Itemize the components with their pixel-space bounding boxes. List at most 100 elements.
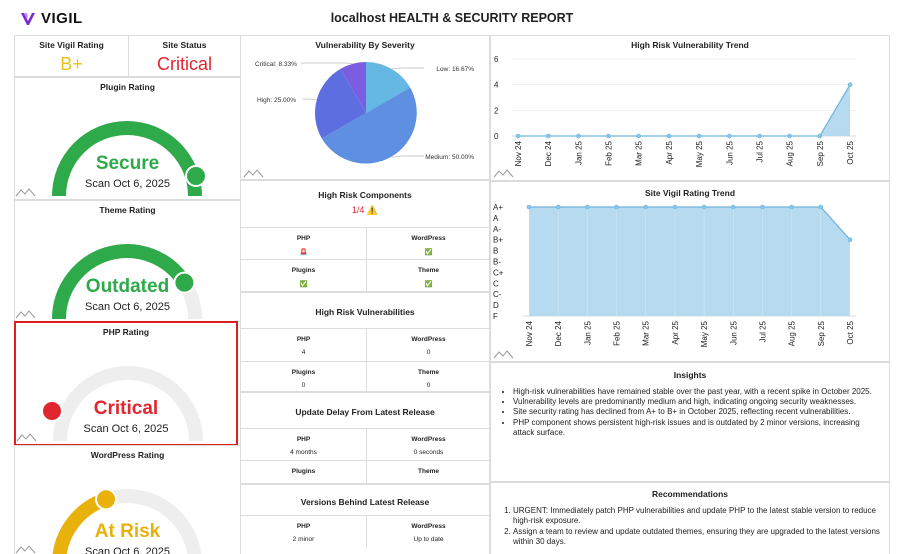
- gauge-fill: [52, 121, 202, 197]
- php-rating-panel: PHP Rating Critical Scan Oct 6, 2025: [14, 321, 238, 446]
- gauge-track: [53, 366, 203, 442]
- plugin-rating-title: Plugin Rating: [100, 82, 155, 92]
- trend-point: [731, 204, 736, 210]
- trend-point: [696, 133, 702, 139]
- kv-cell: WordPress 0 seconds: [366, 436, 489, 456]
- versions-behind-title: Versions Behind Latest Release: [300, 497, 430, 507]
- pie-slice-high: [315, 68, 366, 139]
- x-tick-label: Mar 25: [642, 320, 651, 345]
- y-tick-label: F: [493, 312, 498, 321]
- pie-label-high: High: 25.00%: [257, 97, 296, 104]
- gauge-knob: [95, 488, 117, 511]
- wordpress-rating-title: WordPress Rating: [90, 450, 165, 460]
- trend-point: [636, 133, 641, 139]
- kv-label: PHP: [296, 336, 311, 343]
- y-tick-label: B+: [493, 236, 503, 245]
- trend-point: [789, 204, 794, 210]
- site-rating-label: Site Vigil Rating: [39, 40, 104, 50]
- x-tick-label: Aug 25: [786, 140, 795, 166]
- pie-slice-medium: [321, 87, 417, 164]
- php-gauge: [41, 366, 203, 442]
- theme-rating-word: Outdated: [85, 276, 170, 297]
- trend-point: [847, 237, 853, 243]
- kv-cell: PHP 2 minor: [241, 523, 366, 543]
- trend-line: [518, 84, 851, 137]
- severity-panel: Vulnerability By Severity Critical: 8.33…: [240, 35, 490, 180]
- trend-point: [757, 133, 762, 139]
- kv-value: 0: [426, 349, 431, 356]
- php-scan-date: Scan Oct 6, 2025: [83, 423, 169, 435]
- high-risk-components-value: 1/4 ⚠️: [351, 205, 379, 215]
- plugin-scan-date: Scan Oct 6, 2025: [85, 178, 170, 190]
- severity-title: Vulnerability By Severity: [315, 40, 415, 50]
- kv-label: WordPress: [411, 523, 446, 530]
- kv-cell: WordPress 0: [366, 336, 489, 356]
- gauge-knob: [185, 165, 207, 187]
- insight-item: High-risk vulnerabilities have remained …: [513, 387, 881, 397]
- wordpress-gauge: [52, 488, 202, 554]
- kv-cell: Plugins 0: [241, 369, 366, 389]
- kv-value: Up to date: [413, 536, 444, 543]
- rating-trend-title: Site Vigil Rating Trend: [644, 188, 736, 198]
- kv-cell: Plugins ✅: [241, 267, 366, 288]
- pie-label-medium: Medium: 50.00%: [425, 154, 474, 161]
- kv-label: Plugins: [291, 468, 316, 475]
- trend-point: [817, 133, 823, 139]
- x-tick-label: Jul 25: [759, 320, 768, 342]
- trend-line: [529, 206, 851, 241]
- vigil-logo: VIGIL: [20, 10, 83, 27]
- kv-cell: Theme: [366, 468, 489, 481]
- trend-point: [760, 204, 765, 210]
- trend-point: [672, 204, 678, 210]
- kv-label: WordPress: [411, 436, 446, 443]
- x-tick-label: Sep 25: [816, 140, 825, 166]
- site-status: Site Status Critical: [128, 36, 240, 76]
- y-tick-label: C+: [493, 268, 504, 277]
- recommendations-list: URGENT: Immediately patch PHP vulnerabil…: [505, 506, 885, 548]
- pie-slice-low: [366, 62, 411, 113]
- x-tick-label: Dec 24: [554, 320, 563, 346]
- kv-value: ✅: [299, 281, 308, 288]
- trend-point: [614, 204, 619, 210]
- kv-value: ✅: [424, 281, 433, 288]
- recommendations-title: Recommendations: [651, 489, 729, 499]
- site-vigil-rating: Site Vigil Rating B+: [15, 36, 128, 76]
- y-tick-label: B-: [493, 258, 501, 267]
- high-risk-components-panel: High Risk Components 1/4 ⚠️ PHP 🚨 WordPres…: [240, 180, 490, 292]
- mini-chart-icon: [16, 433, 37, 442]
- high-risk-trend-panel: High Risk Vulnerability Trend 0 2 4 6 Nov 24…: [490, 35, 890, 181]
- site-rating-value: B+: [60, 54, 83, 74]
- insight-item: Site security rating has declined from A…: [513, 407, 881, 417]
- x-tick-label: Jul 25: [756, 140, 765, 162]
- y-tick-label: D: [493, 301, 499, 310]
- kv-value: ✅: [424, 249, 433, 256]
- trend-point: [585, 204, 590, 210]
- rating-trend-chart: A+ A A- B+ B B-C+ C C- DF Nov 24 Dec 24 Jan 25 Feb 2…: [493, 203, 856, 359]
- kv-value: 0 seconds: [413, 449, 444, 456]
- gauge-knob: [173, 271, 196, 294]
- kv-label: Plugins: [291, 267, 316, 274]
- kv-value: 2 minor: [292, 536, 315, 543]
- trend-point: [545, 133, 551, 139]
- mini-chart-icon: [15, 545, 36, 554]
- update-delay-panel: Update Delay From Latest Release PHP 4 mo…: [240, 392, 490, 484]
- y-tick-label: A+: [493, 203, 503, 212]
- pie-label-low: Low: 16.67%: [436, 66, 474, 73]
- high-risk-trend-chart: 0 2 4 6 Nov 24 Dec 24 Jan 25 Feb 25 Mar 25 Apr 25…: [493, 55, 856, 178]
- kv-cell: WordPress Up to date: [366, 523, 489, 543]
- mini-chart-icon: [15, 188, 36, 197]
- x-tick-label: Mar 25: [635, 140, 644, 165]
- plugin-gauge: [52, 121, 207, 197]
- high-risk-trend-title: High Risk Vulnerability Trend: [631, 40, 749, 50]
- theme-rating-title: Theme Rating: [99, 205, 156, 215]
- kv-label: WordPress: [411, 235, 446, 242]
- gauge-knob: [41, 400, 63, 422]
- php-rating-title: PHP Rating: [102, 327, 150, 337]
- kv-cell: Plugins: [241, 468, 366, 481]
- y-tick-label: C: [493, 279, 499, 288]
- x-tick-label: Feb 25: [613, 320, 622, 345]
- trend-point: [526, 204, 532, 210]
- site-summary-panel: Site Vigil Rating B+ Site Status Critica…: [14, 35, 241, 77]
- kv-value: 0: [426, 382, 431, 389]
- kv-value: 4: [301, 349, 306, 356]
